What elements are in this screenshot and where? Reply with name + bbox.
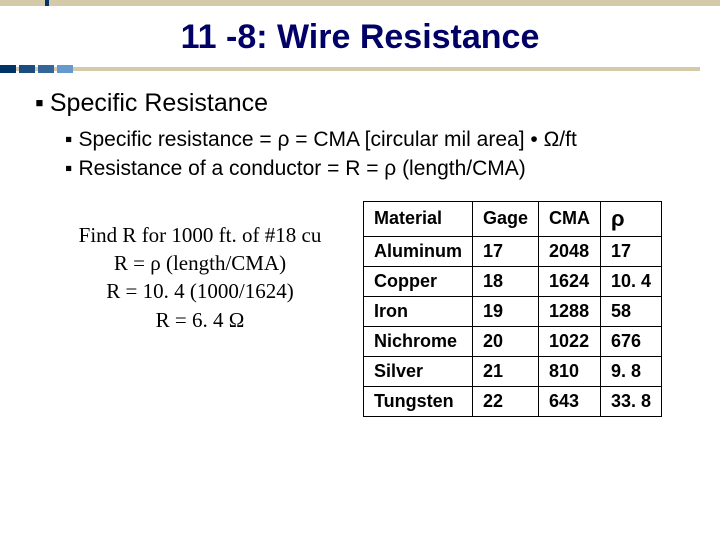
blue-block: [19, 65, 35, 73]
table-row: Nichrome 20 1022 676: [364, 326, 662, 356]
cell: 20: [473, 326, 539, 356]
table-row: Copper 18 1624 10. 4: [364, 266, 662, 296]
square-bullet-icon: ▪: [65, 128, 72, 151]
cell: 1624: [539, 266, 601, 296]
example-line: R = 6. 4 Ω: [45, 306, 355, 334]
cell: 676: [601, 326, 662, 356]
worked-example: Find R for 1000 ft. of #18 cu R = ρ (len…: [45, 201, 355, 417]
cell: 18: [473, 266, 539, 296]
list-item: ▪ Resistance of a conductor = R = ρ (leng…: [65, 155, 690, 182]
cell: Iron: [364, 296, 473, 326]
content-area: ▪Specific Resistance ▪Specific resistanc…: [0, 71, 720, 417]
table-header-row: Material Gage CMA ρ: [364, 201, 662, 236]
cell: 1288: [539, 296, 601, 326]
heading-text: Specific Resistance: [50, 89, 268, 117]
resistance-table: Material Gage CMA ρ Aluminum 17 2048 17 …: [363, 201, 662, 417]
table-body: Aluminum 17 2048 17 Copper 18 1624 10. 4…: [364, 236, 662, 416]
col-cma: CMA: [539, 201, 601, 236]
example-line: R = 10. 4 (1000/1624): [45, 277, 355, 305]
cell: 33. 8: [601, 386, 662, 416]
cell: Nichrome: [364, 326, 473, 356]
heading-item: ▪Specific Resistance: [35, 89, 690, 118]
list-item: ▪ Specific resistance = ρ = CMA [circular…: [65, 126, 690, 153]
table-row: Iron 19 1288 58: [364, 296, 662, 326]
blue-block: [57, 65, 73, 73]
sub-point-list: ▪ Specific resistance = ρ = CMA [circular…: [35, 126, 690, 183]
cell: 643: [539, 386, 601, 416]
cell: 21: [473, 356, 539, 386]
square-bullet-icon: ▪: [35, 89, 44, 117]
example-text: R = ρ (length/CMA): [114, 251, 286, 275]
example-line: Find R for 1000 ft. of #18 cu: [45, 221, 355, 249]
square-bullet-icon: ▪: [65, 157, 72, 180]
title-underline: [0, 67, 700, 71]
cell: 810: [539, 356, 601, 386]
cell: 2048: [539, 236, 601, 266]
cell: 17: [473, 236, 539, 266]
col-gage: Gage: [473, 201, 539, 236]
cell: 19: [473, 296, 539, 326]
cell: Tungsten: [364, 386, 473, 416]
cell: 22: [473, 386, 539, 416]
col-rho: ρ: [601, 201, 662, 236]
cell: 17: [601, 236, 662, 266]
example-text: Find R for 1000 ft. of #18 cu: [79, 223, 322, 247]
cell: 10. 4: [601, 266, 662, 296]
cell: Copper: [364, 266, 473, 296]
blue-block-row: [0, 65, 76, 73]
cell: Aluminum: [364, 236, 473, 266]
cell: 9. 8: [601, 356, 662, 386]
list-item-text: Specific resistance = ρ = CMA [circular …: [78, 128, 576, 151]
top-accent-tick: [45, 0, 49, 6]
blue-block: [0, 65, 16, 73]
lower-section: Find R for 1000 ft. of #18 cu R = ρ (len…: [35, 201, 690, 417]
table-row: Tungsten 22 643 33. 8: [364, 386, 662, 416]
col-material: Material: [364, 201, 473, 236]
cell: 58: [601, 296, 662, 326]
table-row: Silver 21 810 9. 8: [364, 356, 662, 386]
example-text: R = 6. 4 Ω: [156, 308, 245, 332]
top-accent-bar: [0, 0, 720, 6]
example-line: R = ρ (length/CMA): [45, 249, 355, 277]
blue-block: [38, 65, 54, 73]
table-row: Aluminum 17 2048 17: [364, 236, 662, 266]
page-title: 11 -8: Wire Resistance: [0, 6, 720, 67]
cell: Silver: [364, 356, 473, 386]
list-item-text: Resistance of a conductor = R = ρ (lengt…: [78, 157, 525, 180]
cell: 1022: [539, 326, 601, 356]
example-text: R = 10. 4 (1000/1624): [106, 279, 293, 303]
